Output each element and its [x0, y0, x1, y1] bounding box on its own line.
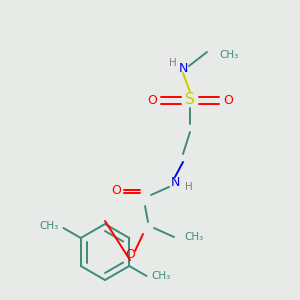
Text: S: S: [185, 92, 195, 107]
Text: H: H: [169, 58, 177, 68]
Text: N: N: [170, 176, 180, 190]
Text: CH₃: CH₃: [39, 221, 58, 231]
Text: N: N: [178, 61, 188, 74]
Text: O: O: [111, 184, 121, 196]
Text: CH₃: CH₃: [152, 271, 171, 281]
Text: CH₃: CH₃: [219, 50, 238, 60]
Text: O: O: [223, 94, 233, 106]
Text: H: H: [185, 182, 193, 192]
Text: CH₃: CH₃: [184, 232, 203, 242]
Text: O: O: [147, 94, 157, 106]
Text: O: O: [125, 248, 135, 262]
